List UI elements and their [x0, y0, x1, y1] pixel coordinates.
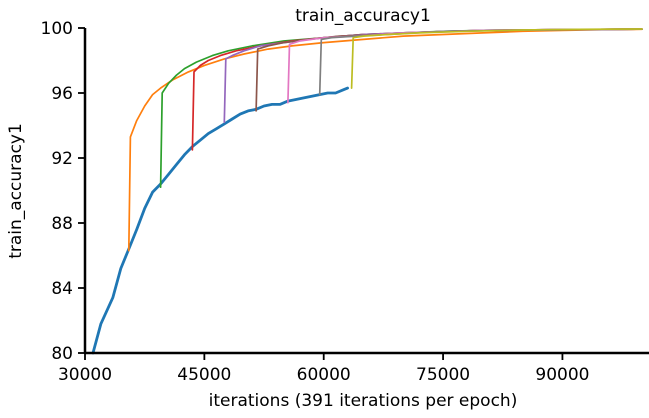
- x-tick-label: 45000: [177, 365, 231, 385]
- series-line-9: [350, 28, 643, 89]
- y-tick-label: 96: [51, 84, 73, 104]
- y-axis-label: train_accuracy1: [6, 123, 26, 259]
- chart-title: train_accuracy1: [295, 6, 431, 26]
- ticks-layer: 30000 45000 60000 75000 90000 80 84 88 92 96 100: [41, 19, 590, 385]
- y-tick-label: 92: [51, 149, 73, 169]
- y-tick-label: 88: [51, 214, 73, 234]
- series-line-1: [91, 86, 349, 355]
- series-line-6: [255, 28, 643, 112]
- series-line-4: [191, 28, 643, 151]
- y-tick-label: 100: [41, 19, 73, 39]
- series-line-5: [223, 28, 643, 124]
- series-line-2: [127, 28, 643, 252]
- x-axis-label: iterations (391 iterations per epoch): [209, 391, 518, 411]
- x-tick-label: 90000: [535, 365, 589, 385]
- x-tick-label: 60000: [297, 365, 351, 385]
- x-tick-label: 30000: [58, 365, 112, 385]
- y-tick-label: 80: [51, 344, 73, 364]
- series-line-3: [159, 28, 643, 189]
- axes-layer: [83, 28, 649, 355]
- x-tick-label: 75000: [416, 365, 470, 385]
- series-layer: [91, 28, 643, 355]
- y-tick-label: 84: [51, 279, 73, 299]
